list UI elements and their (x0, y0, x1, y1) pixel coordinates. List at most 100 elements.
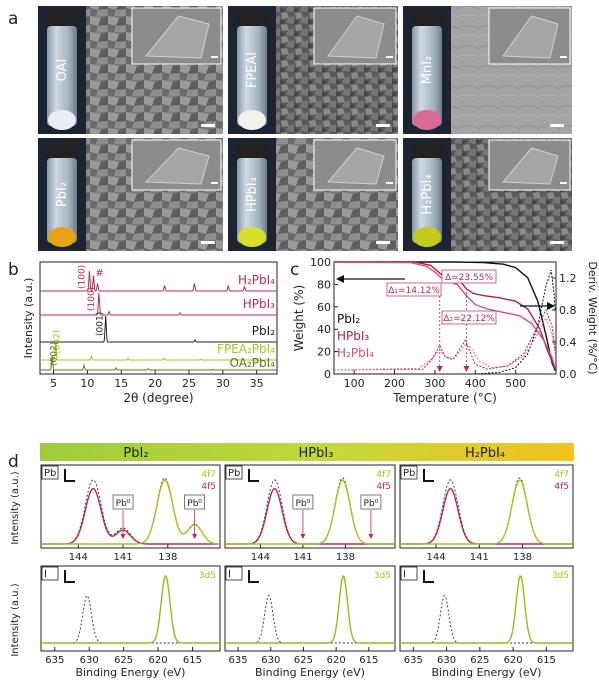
x-tick-label: 144 (426, 552, 445, 563)
element-label: Pb (228, 468, 240, 479)
panel-a-image-grid: OAI FPEAI MnI₂ PbI₂ HPbI₃ H₂PbI₄ (38, 6, 572, 251)
x-tick-label: 620 (327, 655, 346, 666)
xrd-trace (40, 315, 277, 343)
scale-bracket (423, 570, 434, 583)
vial-cap (236, 142, 268, 158)
pb0-label: Pb⁰ (187, 499, 202, 509)
vial-glass (47, 158, 77, 243)
x-axis-label: Binding Energy (eV) (255, 666, 365, 679)
vial-glass (237, 26, 267, 126)
pb-4f7-trace (41, 479, 220, 545)
vial-glass (412, 26, 442, 126)
pb0-box (184, 494, 205, 510)
inset-scale-bar (560, 56, 567, 58)
scale-bar (201, 124, 215, 127)
x-tick-label: 144 (251, 552, 270, 563)
sem-tile: PbI₂ (38, 138, 223, 251)
arrow-left-head (336, 275, 344, 283)
x-tick-label: 630 (437, 655, 456, 666)
x-tick-label: 630 (80, 655, 99, 666)
xrd-trace (40, 341, 277, 361)
scale-bracket (64, 469, 75, 482)
scale-bracket (248, 469, 259, 482)
marker-arrow (463, 366, 470, 372)
legend-item: PbI₂ (337, 312, 360, 326)
inset-scale-bar (560, 182, 567, 184)
scale-bracket (248, 570, 259, 583)
scale-bar (550, 241, 564, 244)
annotation-box (386, 282, 442, 297)
vial-cap (411, 142, 443, 158)
vial-glass (237, 158, 267, 243)
y-tick-label: 0 (324, 368, 331, 381)
series-label: FPEA₂PbI₄ (217, 342, 275, 356)
peak-label: (100) (78, 265, 88, 289)
x-axis-label: Temperature (°C) (392, 391, 497, 405)
vial-cap (236, 10, 268, 26)
x-tick-label: 138 (336, 552, 355, 563)
vial-label: PbI₂ (55, 182, 70, 207)
inset-scale-bar (211, 56, 218, 58)
x-tick-label: 630 (261, 655, 280, 666)
legend-4f5: 4f5 (201, 482, 216, 492)
inset-crystal (144, 147, 210, 185)
weight-line (334, 261, 556, 371)
vial-powder (48, 227, 76, 247)
inset-scale-bar (211, 182, 218, 184)
vial-powder (413, 110, 441, 130)
weight-line (333, 261, 556, 369)
vial-cap (46, 10, 78, 26)
pb0-label: Pb⁰ (364, 499, 379, 509)
element-box (400, 465, 418, 480)
annotation-label: Δ₂=22.12% (443, 314, 495, 324)
annotation-box (441, 269, 497, 284)
xrd-trace (40, 292, 277, 316)
scale-bar (376, 241, 390, 244)
x-tick-label: 300 (424, 377, 445, 390)
panel-label-d: d (8, 452, 19, 472)
i-3d5-trace (400, 574, 573, 644)
x-axis-label: 2θ (degree) (123, 391, 193, 405)
inset-scale-bar (386, 182, 393, 184)
pb0-box (292, 494, 314, 510)
inset-crystal (144, 15, 210, 59)
x-tick-label: 138 (513, 552, 532, 563)
panel-d-xps-charts: 144 141 138 Pb 4f7 4f5 Pb⁰ Pb⁰ 635 630 625 620 615 I 3… (40, 464, 574, 679)
annotation-label: Δ₁=14.12% (388, 286, 440, 296)
x-tick-label: 635 (229, 655, 248, 666)
legend-item: HPbI₃ (337, 329, 369, 343)
header-hpbi3: HPbI₃ (299, 446, 334, 461)
element-box (400, 566, 418, 581)
vial-glass (47, 26, 77, 126)
x-tick-label: 615 (359, 655, 378, 666)
element-label: Pb (44, 468, 56, 479)
pb0-label: Pb⁰ (116, 499, 131, 509)
element-label: I (228, 569, 231, 580)
x-tick-label: 141 (113, 552, 132, 563)
sem-tile: FPEAI (228, 6, 398, 134)
x-tick-label: 5 (50, 377, 57, 390)
series-label: HPbI₃ (243, 297, 275, 311)
pb0-arrowhead (120, 534, 126, 539)
x-tick-label: 615 (183, 655, 202, 666)
x-tick-label: 10 (80, 377, 94, 390)
pb-4f5-trace (41, 488, 220, 545)
peak-label: (002) (53, 330, 63, 354)
x-tick-label: 35 (250, 377, 264, 390)
legend-3d5: 3d5 (199, 571, 216, 581)
xrd-trace (40, 271, 277, 292)
x-tick-label: 400 (465, 377, 486, 390)
legend-4f7: 4f7 (554, 470, 569, 480)
scale-bracket (423, 469, 434, 482)
header-pbi2: PbI₂ (123, 446, 148, 461)
y2-axis-label: Deriv. Weight (%/°C) (586, 261, 599, 374)
inset-crystal (501, 147, 559, 185)
panel-label-b: b (8, 260, 19, 280)
y2-tick-label: 1.2 (559, 272, 577, 285)
x-tick-label: 635 (45, 655, 64, 666)
arrow-right-head (547, 302, 555, 310)
i-3d5-trace (225, 574, 395, 644)
xps-frame (399, 464, 574, 549)
legend-item: H₂PbI₄ (337, 346, 374, 360)
peak-label: (002) (49, 342, 59, 366)
